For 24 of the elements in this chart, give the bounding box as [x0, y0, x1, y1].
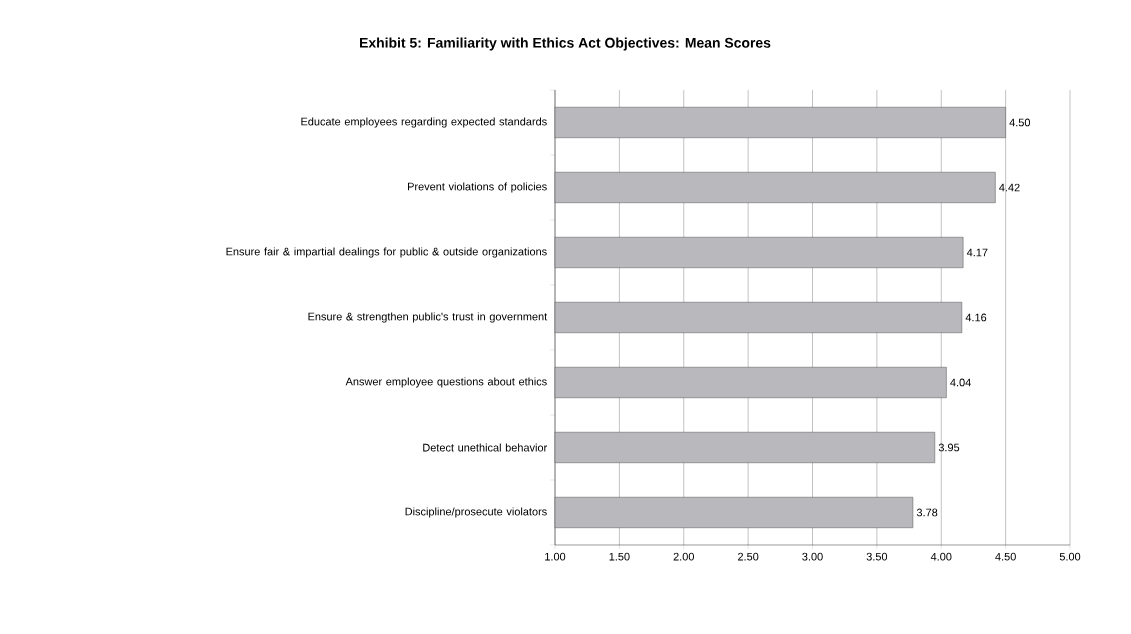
chart-title: Exhibit 5: Familiarity with Ethics Act Objectives: Mean Scores	[360, 37, 771, 51]
data-label: 4.04	[950, 378, 971, 387]
x-tick-label: 1.50	[609, 552, 630, 561]
x-tick-label: 1.00	[545, 552, 566, 561]
data-label: 3.78	[916, 508, 938, 517]
data-label: 4.17	[966, 248, 988, 257]
y-tick-label: Educate employees regarding expected standards	[301, 117, 547, 128]
x-tick-label: 2.00	[673, 552, 694, 561]
x-tick-label: 4.50	[995, 552, 1016, 561]
x-tick-label: 5.00	[1059, 552, 1081, 561]
y-tick-label: Detect unethical behavior	[423, 443, 548, 452]
data-label: 4.42	[999, 183, 1020, 192]
y-tick-label: Discipline/prosecute violators	[405, 507, 547, 518]
x-tick-label: 3.00	[802, 552, 823, 561]
y-tick-label: Ensure fair & impartial dealings for public & outside organizations	[226, 247, 547, 258]
x-tick-label: 2.50	[738, 552, 759, 561]
y-tick-label: Prevent violations of policies	[408, 182, 547, 193]
data-label: 3.95	[938, 443, 960, 452]
data-label: 4.50	[1009, 118, 1031, 127]
y-tick-label: Ensure & strengthen public's trust in government	[308, 312, 548, 323]
data-label: 4.16	[965, 313, 987, 322]
x-tick-label: 3.50	[866, 552, 888, 561]
y-tick-label: Answer employee questions about ethics	[345, 377, 547, 388]
x-tick-label: 4.00	[930, 552, 952, 561]
